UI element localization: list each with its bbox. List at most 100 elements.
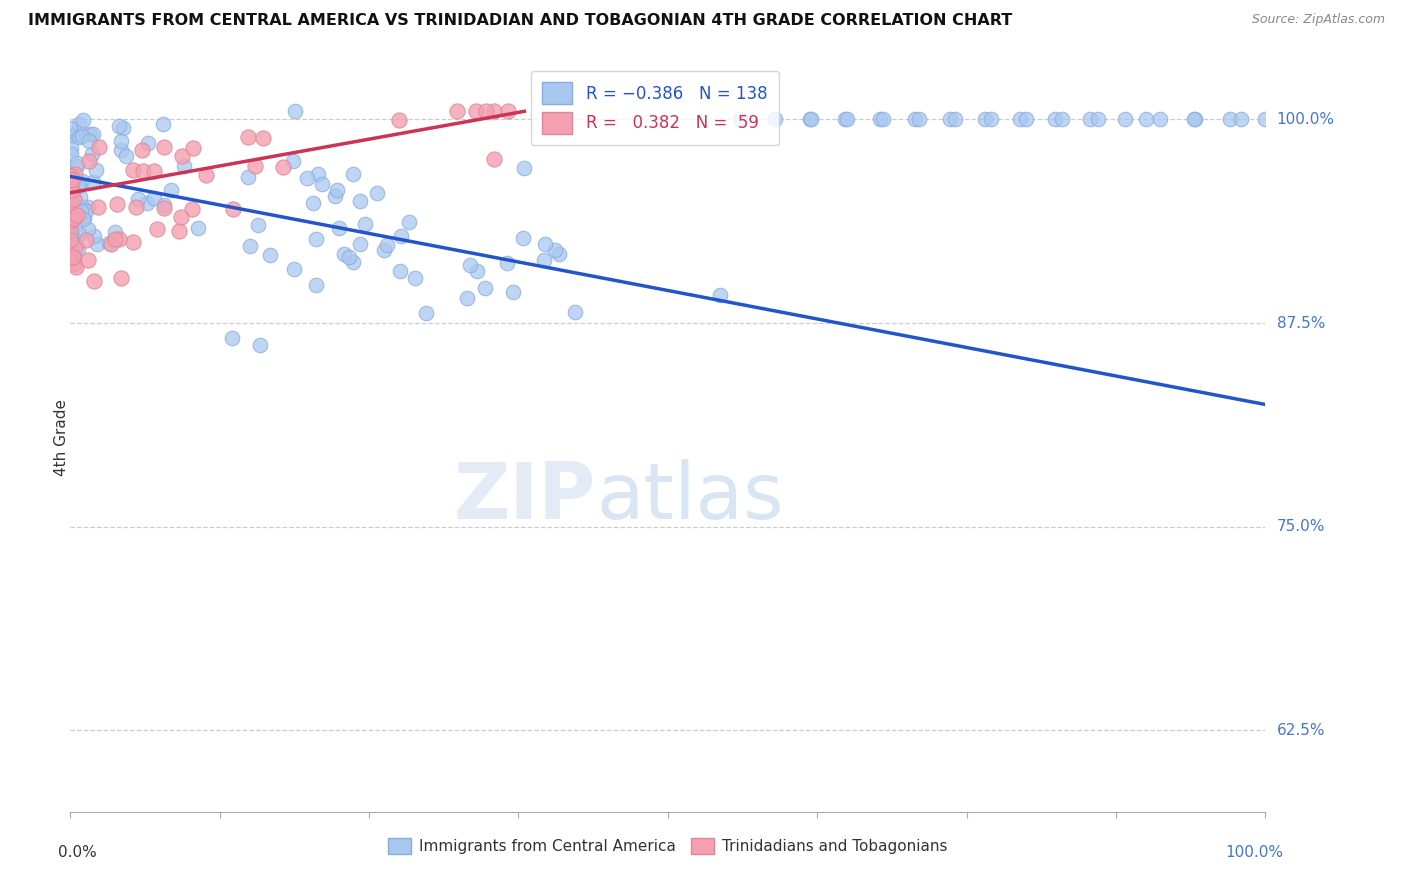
Point	[72, 129, 94, 144]
Point	[107, 119, 129, 133]
Point	[474, 281, 496, 295]
Point	[482, 153, 505, 167]
Point	[66, 208, 89, 222]
Point	[496, 104, 519, 119]
Point	[183, 141, 205, 155]
Point	[131, 143, 153, 157]
Point	[512, 230, 534, 244]
Point	[1149, 112, 1171, 127]
Point	[143, 191, 166, 205]
Point	[943, 112, 966, 127]
Point	[328, 221, 350, 235]
Point	[484, 104, 506, 119]
Point	[65, 126, 87, 140]
Point	[728, 112, 751, 127]
Point	[63, 241, 86, 255]
Point	[59, 235, 82, 250]
Point	[59, 195, 82, 210]
Point	[247, 219, 270, 233]
Point	[456, 291, 478, 305]
Point	[458, 258, 481, 272]
Point	[342, 167, 364, 181]
Point	[353, 217, 375, 231]
Point	[763, 112, 786, 127]
Point	[76, 221, 98, 235]
Point	[170, 210, 193, 224]
Point	[63, 193, 86, 207]
Point	[475, 104, 498, 119]
Point	[304, 277, 326, 292]
Point	[72, 211, 94, 226]
Point	[127, 192, 149, 206]
Point	[63, 250, 86, 264]
Point	[136, 136, 159, 150]
Point	[834, 112, 856, 127]
Point	[77, 252, 100, 267]
Text: 62.5%: 62.5%	[1277, 723, 1324, 738]
Point	[446, 104, 468, 119]
Point	[259, 248, 281, 262]
Point	[170, 149, 193, 163]
Point	[145, 222, 167, 236]
Point	[872, 112, 894, 127]
Point	[114, 149, 136, 163]
Point	[62, 211, 84, 226]
Point	[495, 256, 517, 270]
Point	[59, 181, 82, 195]
Point	[67, 227, 90, 242]
Point	[67, 129, 90, 144]
Point	[83, 274, 105, 288]
Point	[1015, 112, 1038, 127]
Text: Source: ZipAtlas.com: Source: ZipAtlas.com	[1251, 13, 1385, 27]
Text: 75.0%: 75.0%	[1277, 519, 1324, 534]
Point	[59, 230, 82, 244]
Point	[323, 189, 346, 203]
Point	[153, 139, 176, 153]
Point	[1087, 112, 1109, 127]
Point	[1254, 112, 1277, 127]
Point	[534, 236, 557, 251]
Point	[1219, 112, 1241, 127]
Point	[283, 154, 305, 169]
Point	[799, 112, 821, 127]
Point	[59, 247, 82, 261]
Point	[388, 264, 411, 278]
Point	[79, 154, 101, 169]
Text: IMMIGRANTS FROM CENTRAL AMERICA VS TRINIDADIAN AND TOBAGONIAN 4TH GRADE CORRELAT: IMMIGRANTS FROM CENTRAL AMERICA VS TRINI…	[28, 13, 1012, 29]
Point	[67, 118, 90, 132]
Point	[405, 271, 427, 285]
Point	[87, 200, 110, 214]
Point	[86, 237, 108, 252]
Point	[108, 232, 131, 246]
Point	[62, 235, 84, 249]
Point	[62, 257, 84, 271]
Point	[283, 261, 305, 276]
Point	[337, 250, 360, 264]
Point	[239, 238, 262, 252]
Point	[249, 338, 271, 352]
Text: 100.0%: 100.0%	[1225, 846, 1284, 861]
Point	[59, 120, 82, 135]
Point	[60, 172, 83, 186]
Point	[75, 233, 97, 247]
Point	[837, 112, 859, 127]
Point	[59, 215, 82, 229]
Point	[564, 305, 586, 319]
Point	[59, 233, 82, 247]
Point	[72, 112, 94, 127]
Text: 0.0%: 0.0%	[59, 846, 97, 861]
Point	[1008, 112, 1031, 127]
Point	[59, 141, 82, 155]
Point	[75, 203, 97, 218]
Point	[305, 232, 328, 246]
Point	[59, 183, 82, 197]
Point	[465, 104, 488, 119]
Point	[125, 200, 148, 214]
Point	[1182, 112, 1205, 127]
Point	[373, 243, 395, 257]
Point	[62, 250, 84, 264]
Point	[398, 215, 420, 229]
Point	[110, 134, 132, 148]
Point	[284, 104, 307, 119]
Point	[974, 112, 997, 127]
